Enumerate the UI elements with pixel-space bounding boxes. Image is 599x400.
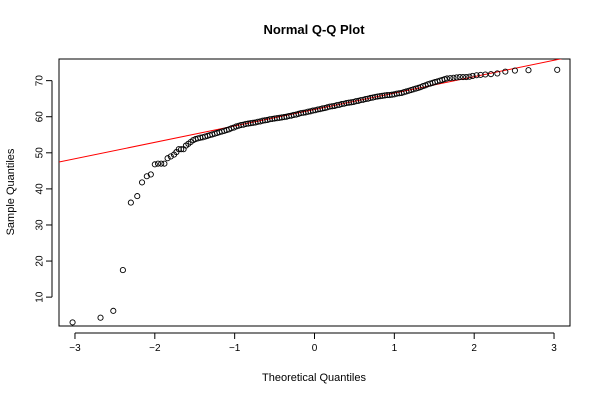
data-point	[151, 161, 158, 168]
y-tick-label: 60	[35, 111, 46, 123]
data-point	[110, 307, 117, 314]
y-tick-label: 70	[35, 75, 46, 87]
data-point	[502, 68, 509, 75]
data-point	[69, 319, 76, 326]
x-axis-label: Theoretical Quantiles	[262, 372, 366, 384]
data-point	[97, 314, 104, 321]
data-point	[447, 75, 454, 82]
data-point	[158, 160, 165, 167]
y-tick-label: 10	[35, 291, 46, 303]
x-tick-label: −1	[229, 343, 241, 354]
data-point	[456, 73, 463, 81]
y-tick-label: 30	[35, 219, 46, 231]
data-point	[164, 155, 171, 162]
data-point	[469, 72, 476, 80]
data-point	[511, 67, 518, 74]
x-tick-label: −3	[69, 343, 81, 354]
y-axis-label: Sample Quantiles	[5, 148, 17, 235]
data-point	[487, 71, 495, 78]
plot-frame	[58, 58, 571, 327]
data-point	[134, 193, 141, 200]
data-point	[138, 179, 146, 186]
data-point	[450, 74, 457, 81]
y-axis: 10 20 30 40 50 60 70	[35, 75, 53, 303]
qq-points	[69, 66, 561, 326]
data-point	[466, 73, 473, 80]
data-point	[154, 160, 162, 167]
y-tick-label: 50	[35, 147, 46, 159]
data-point	[127, 199, 134, 206]
reference-line	[59, 59, 563, 163]
y-tick-label: 20	[35, 255, 46, 267]
data-point	[147, 171, 154, 178]
data-point	[473, 72, 480, 79]
data-point	[463, 73, 470, 81]
data-point	[494, 70, 501, 77]
x-tick-label: 3	[551, 343, 557, 354]
data-point	[161, 160, 168, 167]
x-tick-label: 1	[392, 343, 398, 354]
data-point	[554, 66, 561, 73]
x-tick-label: 0	[312, 343, 318, 354]
chart-title: Normal Q-Q Plot	[263, 22, 365, 37]
data-point	[525, 67, 532, 74]
y-tick-label: 40	[35, 183, 46, 195]
x-tick-label: −2	[149, 343, 161, 354]
data-point	[459, 73, 467, 81]
data-point	[167, 153, 174, 160]
x-tick-label: 2	[471, 343, 477, 354]
x-axis: −3 −2 −1 0 1 2 3	[69, 332, 557, 354]
data-point	[453, 74, 460, 81]
data-point	[178, 146, 185, 153]
data-point	[119, 267, 126, 274]
data-point	[443, 75, 451, 82]
